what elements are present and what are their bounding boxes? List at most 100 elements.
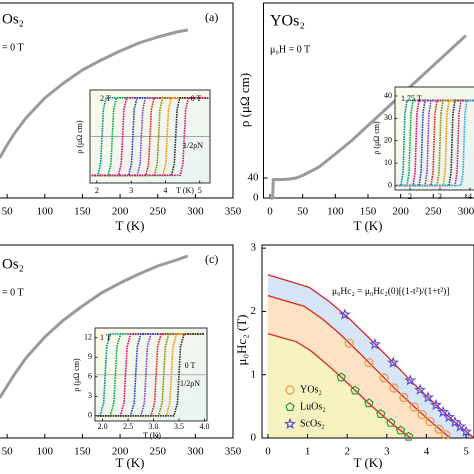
data-point bbox=[443, 410, 455, 423]
inset-zero-field-label: 0 T bbox=[185, 361, 196, 370]
y-tick-label: 1 bbox=[251, 368, 257, 380]
x-tick-label: 0 bbox=[265, 446, 271, 458]
x-tick-label: 100 bbox=[327, 206, 344, 218]
x-tick-label: 3.0 bbox=[149, 422, 159, 431]
data-point bbox=[344, 338, 354, 348]
subtitle: = 0 T bbox=[2, 287, 24, 298]
x-tick-label: 300 bbox=[187, 446, 204, 458]
legend-label: YOs₂ bbox=[300, 384, 322, 395]
data-point bbox=[403, 431, 414, 441]
x-tick-label: 250 bbox=[425, 206, 442, 218]
y-tick-label: 3 bbox=[88, 391, 92, 400]
panel-label: (a) bbox=[205, 10, 218, 24]
x-tick-label: 100 bbox=[37, 206, 54, 218]
legend-label: LuOs₂ bbox=[300, 401, 326, 412]
y-tick-label: 0 bbox=[388, 180, 392, 189]
data-point bbox=[379, 373, 389, 383]
subtitle: μ₀H = 0 T bbox=[270, 44, 310, 55]
x-tick-label: 2 bbox=[95, 186, 99, 195]
x-tick-label: 3 bbox=[129, 186, 133, 195]
x-tick-label: 50 bbox=[2, 446, 14, 458]
y-tick-label: 40 bbox=[384, 91, 392, 100]
y-tick-label: 12 bbox=[84, 333, 92, 342]
x-tick-label: 2 bbox=[344, 446, 350, 458]
x-tick-label: 300 bbox=[458, 206, 474, 218]
inset-half-label: 1/2ρN bbox=[180, 379, 200, 388]
inset-high-field-label: 1 T bbox=[100, 333, 111, 342]
inset-y-label: ρ (μΩ cm) bbox=[372, 121, 381, 155]
x-tick-label: 2.5 bbox=[123, 422, 133, 431]
data-point bbox=[441, 430, 451, 440]
data-point bbox=[364, 358, 374, 368]
data-point bbox=[414, 383, 427, 395]
inset-high-field-label: 2 T bbox=[100, 94, 111, 103]
plot-frame bbox=[261, 244, 474, 439]
data-point bbox=[364, 398, 374, 408]
fit-area bbox=[267, 333, 411, 438]
x-tick-label: 4.0 bbox=[199, 422, 209, 431]
data-point bbox=[369, 338, 381, 350]
transition-curve bbox=[91, 97, 209, 177]
data-point bbox=[386, 417, 396, 427]
x-tick-label: 300 bbox=[187, 206, 204, 218]
x-tick-label: 350 bbox=[225, 446, 242, 458]
x-tick-label: 250 bbox=[149, 446, 166, 458]
x-tick-label: 4 bbox=[424, 446, 430, 458]
title: Os₂ bbox=[2, 256, 24, 272]
y-axis-label: ρ (μΩ cm) bbox=[237, 73, 252, 127]
legend-marker bbox=[285, 402, 295, 411]
data-point bbox=[422, 391, 434, 403]
inset-high-field-label: 1.75 T bbox=[401, 94, 422, 103]
x-tick-label: 1 bbox=[305, 446, 311, 458]
fit-line bbox=[267, 274, 474, 439]
transition-curve bbox=[91, 97, 209, 177]
x-tick-label: 150 bbox=[360, 206, 377, 218]
x-label: T (K) bbox=[353, 455, 382, 470]
data-point bbox=[434, 424, 444, 434]
resistivity-curve bbox=[0, 254, 189, 399]
panel-label: (c) bbox=[205, 252, 218, 266]
y-tick-label: 3 bbox=[251, 242, 257, 254]
x-tick-label: 3 bbox=[438, 192, 442, 201]
data-point bbox=[460, 425, 472, 437]
legend-marker bbox=[285, 385, 295, 395]
x-tick-label: 4 bbox=[468, 192, 472, 201]
inset-zero-field-label: 0 T bbox=[191, 94, 202, 103]
y-tick-label: 30 bbox=[384, 113, 392, 122]
x-tick-label: 50 bbox=[2, 206, 14, 218]
y-tick-label: 9 bbox=[88, 352, 92, 361]
data-point bbox=[437, 405, 450, 418]
data-point bbox=[425, 416, 435, 427]
resistivity-curve bbox=[0, 28, 189, 159]
x-tick-label: 3.5 bbox=[174, 422, 184, 431]
x-label: T (K) bbox=[353, 218, 382, 233]
inset-x-label: T (K) bbox=[143, 431, 161, 440]
y-tick-label: 0 bbox=[88, 411, 92, 420]
y-tick-label: 0 bbox=[253, 192, 259, 204]
x-tick-label: 150 bbox=[74, 206, 91, 218]
data-point bbox=[389, 383, 399, 393]
title: Os₂ bbox=[2, 11, 24, 27]
x-tick-label: 200 bbox=[112, 446, 129, 458]
x-tick-label: 3 bbox=[384, 446, 390, 458]
inset-y-label: ρ (μΩ cm) bbox=[72, 358, 81, 392]
transition-curve bbox=[91, 97, 209, 177]
x-tick-label: 150 bbox=[74, 446, 91, 458]
x-tick-label: 5 bbox=[198, 186, 202, 195]
data-point bbox=[395, 425, 406, 435]
data-point bbox=[338, 308, 351, 320]
resistivity-curve bbox=[270, 34, 467, 200]
y-tick-label: 40 bbox=[248, 172, 260, 184]
y-axis-label: μ₀Hc₂ (T) bbox=[234, 314, 249, 365]
legend-label: ScOs₂ bbox=[300, 418, 325, 429]
x-tick-label: 200 bbox=[392, 206, 409, 218]
y-tick-label: 0 bbox=[251, 432, 257, 444]
y-tick-label: 20 bbox=[384, 136, 392, 145]
transition-curve bbox=[97, 333, 205, 417]
data-point bbox=[387, 356, 400, 368]
data-point bbox=[376, 409, 386, 418]
data-point bbox=[449, 415, 461, 428]
transition-curve bbox=[91, 97, 209, 177]
x-label: T (K) bbox=[115, 455, 144, 470]
